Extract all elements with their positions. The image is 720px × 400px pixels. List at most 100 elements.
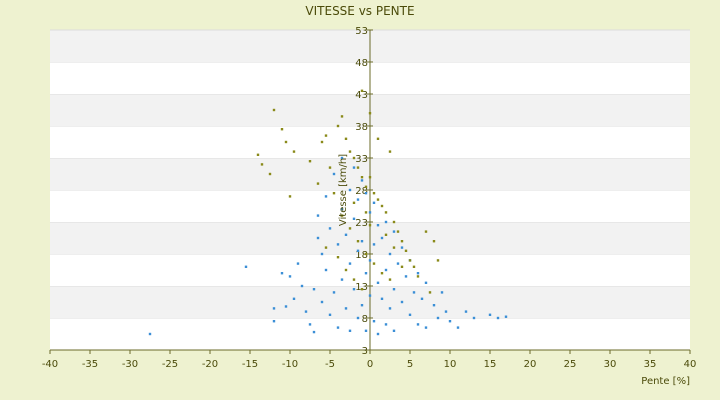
data-point-blue <box>324 195 328 198</box>
data-point-blue <box>328 313 332 316</box>
data-point-olive <box>324 134 328 137</box>
data-point-blue <box>356 316 360 320</box>
data-point-olive <box>432 240 436 243</box>
data-point-blue <box>316 236 320 240</box>
data-point-blue <box>348 262 352 265</box>
data-point-blue <box>384 268 388 272</box>
data-point-blue <box>400 246 404 249</box>
y-tick-label: 38 <box>355 122 368 133</box>
data-point-blue <box>436 316 440 320</box>
data-point-blue <box>148 332 152 336</box>
data-point-olive <box>352 201 356 204</box>
data-point-blue <box>392 230 396 233</box>
y-tick-label: 33 <box>355 154 368 165</box>
data-point-blue <box>364 192 368 195</box>
chart-title: VITESSE vs PENTE <box>305 4 414 18</box>
data-point-blue <box>272 320 276 323</box>
x-tick-label: -30 <box>122 359 138 370</box>
data-point-olive <box>332 192 336 195</box>
x-tick-label: 5 <box>407 359 413 370</box>
data-point-blue <box>376 224 380 227</box>
x-tick-label: 20 <box>524 359 537 370</box>
y-tick-label: 43 <box>355 90 368 101</box>
x-tick-label: -5 <box>325 359 335 370</box>
data-point-olive <box>416 275 420 278</box>
data-point-blue <box>404 275 408 278</box>
data-point-olive <box>288 195 292 198</box>
data-point-olive <box>360 176 364 179</box>
data-point-olive <box>376 137 380 140</box>
data-point-olive <box>348 150 352 153</box>
data-point-blue <box>412 291 416 294</box>
data-point-blue <box>356 198 360 201</box>
data-point-olive <box>368 112 372 115</box>
data-point-blue <box>320 252 324 256</box>
data-point-blue <box>288 275 292 278</box>
data-point-olive <box>308 160 312 163</box>
data-point-blue <box>456 326 460 329</box>
data-point-olive <box>340 214 344 217</box>
data-point-blue <box>284 305 288 308</box>
x-tick-label: -10 <box>282 359 298 370</box>
data-point-olive <box>436 259 440 262</box>
y-axis-title: Vitesse [km/h] <box>338 154 349 226</box>
y-tick-label: 28 <box>355 186 368 197</box>
data-point-olive <box>324 246 328 249</box>
data-point-blue <box>312 288 316 291</box>
x-tick-label: 10 <box>444 359 457 370</box>
y-tick-label: 23 <box>355 218 368 229</box>
x-tick-label: 25 <box>564 359 577 370</box>
data-point-olive <box>268 172 272 176</box>
data-point-blue <box>416 323 420 326</box>
x-tick-label: 35 <box>644 359 657 370</box>
data-point-blue <box>388 252 392 256</box>
data-point-olive <box>356 166 360 169</box>
data-point-olive <box>396 230 400 233</box>
data-point-olive <box>364 252 368 256</box>
data-point-blue <box>372 243 376 246</box>
y-tick-label: 48 <box>355 58 368 69</box>
data-point-olive <box>412 265 416 268</box>
data-point-olive <box>364 211 368 214</box>
data-point-blue <box>356 249 360 252</box>
data-point-blue <box>292 297 296 300</box>
data-point-olive <box>400 265 404 268</box>
data-point-blue <box>244 265 248 268</box>
data-point-blue <box>304 310 308 313</box>
data-point-blue <box>504 315 508 318</box>
data-point-blue <box>272 307 276 310</box>
data-point-olive <box>348 227 352 230</box>
data-point-olive <box>392 246 396 249</box>
data-point-olive <box>392 220 396 224</box>
data-point-blue <box>384 323 388 326</box>
y-tick-label: 18 <box>355 250 368 261</box>
data-point-olive <box>424 230 428 233</box>
data-point-olive <box>280 128 284 131</box>
data-point-olive <box>408 259 412 262</box>
data-point-olive <box>372 262 376 265</box>
data-point-blue <box>316 214 320 217</box>
y-tick-label: 53 <box>355 26 368 37</box>
y-tick-label: 3 <box>362 346 368 357</box>
x-tick-label: -35 <box>82 359 98 370</box>
x-tick-label: 0 <box>367 359 373 370</box>
data-point-blue <box>440 291 444 294</box>
data-point-blue <box>384 220 388 224</box>
x-tick-label: -25 <box>162 359 178 370</box>
data-point-blue <box>296 262 300 265</box>
x-tick-label: 30 <box>604 359 617 370</box>
data-point-blue <box>448 320 452 323</box>
data-point-blue <box>352 288 356 291</box>
data-point-olive <box>340 115 344 118</box>
data-point-blue <box>320 300 324 304</box>
x-tick-label: 40 <box>684 359 697 370</box>
data-point-olive <box>336 256 340 259</box>
data-point-blue <box>344 233 348 236</box>
data-point-blue <box>380 236 384 240</box>
data-point-olive <box>364 185 368 188</box>
data-point-blue <box>496 316 500 320</box>
data-point-olive <box>380 272 384 275</box>
x-tick-label: -15 <box>242 359 258 370</box>
data-point-olive <box>256 153 260 156</box>
